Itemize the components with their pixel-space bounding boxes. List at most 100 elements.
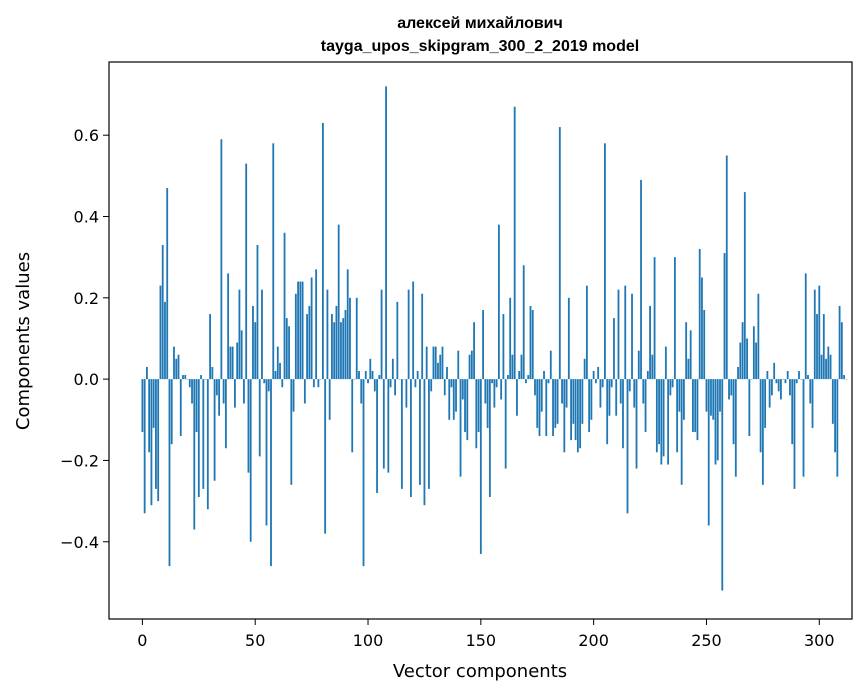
bar-4 bbox=[150, 379, 153, 506]
bar-180 bbox=[547, 379, 550, 384]
bar-305 bbox=[829, 354, 832, 380]
bar-57 bbox=[270, 379, 272, 567]
y-tick-label: −0.2 bbox=[60, 451, 99, 470]
bar-236 bbox=[673, 257, 676, 380]
bar-95 bbox=[355, 297, 358, 380]
bar-146 bbox=[470, 350, 473, 380]
bar-194 bbox=[579, 379, 582, 449]
bar-278 bbox=[768, 379, 771, 408]
bar-263 bbox=[734, 379, 737, 477]
bar-311 bbox=[843, 375, 846, 380]
bar-106 bbox=[380, 289, 383, 380]
bar-244 bbox=[692, 379, 694, 432]
bar-71 bbox=[301, 281, 304, 380]
bar-117 bbox=[405, 379, 408, 408]
bar-74 bbox=[308, 305, 311, 380]
bar-41 bbox=[234, 379, 236, 408]
bar-36 bbox=[222, 379, 225, 404]
bar-16 bbox=[177, 354, 180, 380]
bar-7 bbox=[157, 379, 160, 502]
bar-297 bbox=[811, 379, 814, 428]
bar-119 bbox=[409, 379, 412, 498]
bar-307 bbox=[834, 379, 836, 453]
bar-271 bbox=[752, 326, 755, 380]
bar-213 bbox=[622, 379, 624, 449]
bar-47 bbox=[247, 379, 250, 473]
bar-5 bbox=[152, 379, 155, 428]
bar-39 bbox=[229, 346, 232, 380]
bar-101 bbox=[369, 358, 372, 380]
bar-72 bbox=[303, 379, 306, 404]
bar-285 bbox=[784, 379, 787, 384]
bar-153 bbox=[486, 379, 489, 428]
bar-188 bbox=[565, 379, 568, 408]
bar-164 bbox=[511, 354, 514, 380]
bar-185 bbox=[558, 127, 561, 380]
bar-159 bbox=[500, 379, 503, 400]
bar-184 bbox=[556, 379, 559, 424]
bar-25 bbox=[197, 379, 200, 498]
bar-310 bbox=[840, 322, 843, 380]
bar-52 bbox=[258, 379, 261, 457]
bar-260 bbox=[728, 379, 730, 400]
bar-217 bbox=[631, 293, 633, 380]
bar-272 bbox=[755, 342, 758, 380]
bar-227 bbox=[653, 257, 656, 380]
bar-154 bbox=[488, 379, 491, 498]
bar-222 bbox=[642, 379, 645, 404]
bar-243 bbox=[689, 330, 692, 380]
bar-293 bbox=[802, 379, 805, 477]
bar-73 bbox=[306, 314, 309, 380]
bar-183 bbox=[554, 379, 557, 428]
bar-161 bbox=[504, 379, 507, 469]
bar-129 bbox=[432, 346, 435, 380]
bar-287 bbox=[789, 379, 791, 396]
bar-255 bbox=[716, 379, 719, 461]
bar-44 bbox=[240, 330, 243, 380]
bar-103 bbox=[373, 379, 376, 392]
bar-224 bbox=[646, 370, 649, 380]
bar-192 bbox=[574, 379, 577, 441]
bar-113 bbox=[396, 301, 399, 380]
bar-32 bbox=[213, 379, 216, 481]
bar-11 bbox=[166, 188, 169, 380]
plot-area-frame bbox=[108, 61, 853, 620]
bar-280 bbox=[773, 362, 776, 380]
bar-239 bbox=[680, 379, 683, 485]
bar-201 bbox=[595, 379, 597, 384]
bar-298 bbox=[813, 289, 816, 380]
bar-19 bbox=[184, 375, 187, 380]
bar-237 bbox=[676, 379, 679, 453]
bar-127 bbox=[428, 379, 430, 489]
bar-262 bbox=[732, 379, 735, 445]
bar-35 bbox=[220, 139, 223, 380]
bar-218 bbox=[633, 379, 636, 408]
bar-258 bbox=[723, 253, 726, 380]
bar-152 bbox=[484, 379, 487, 404]
bar-165 bbox=[513, 106, 516, 380]
x-axis-ticks: 0 50 100 150 200 250 300 bbox=[137, 619, 835, 650]
bar-203 bbox=[599, 379, 602, 408]
bar-50 bbox=[254, 322, 257, 380]
x-axis-label: Vector components bbox=[393, 661, 567, 682]
bar-111 bbox=[391, 358, 394, 380]
bar-49 bbox=[252, 305, 254, 380]
bar-174 bbox=[534, 379, 536, 396]
bar-61 bbox=[279, 362, 281, 380]
bar-170 bbox=[525, 379, 527, 384]
bar-69 bbox=[297, 281, 299, 380]
bar-76 bbox=[312, 379, 315, 388]
bar-87 bbox=[337, 224, 340, 380]
bar-238 bbox=[678, 379, 681, 412]
bar-107 bbox=[382, 379, 385, 469]
bar-130 bbox=[434, 346, 437, 380]
bar-286 bbox=[786, 370, 789, 380]
bar-214 bbox=[624, 285, 627, 380]
bar-147 bbox=[473, 322, 475, 380]
bar-104 bbox=[376, 379, 378, 493]
chart-title-line-2: tayga_upos_skipgram_300_2_2019 model bbox=[321, 38, 639, 55]
bar-181 bbox=[549, 350, 552, 380]
bar-200 bbox=[592, 370, 595, 380]
bar-34 bbox=[218, 379, 221, 416]
bar-88 bbox=[340, 322, 342, 380]
